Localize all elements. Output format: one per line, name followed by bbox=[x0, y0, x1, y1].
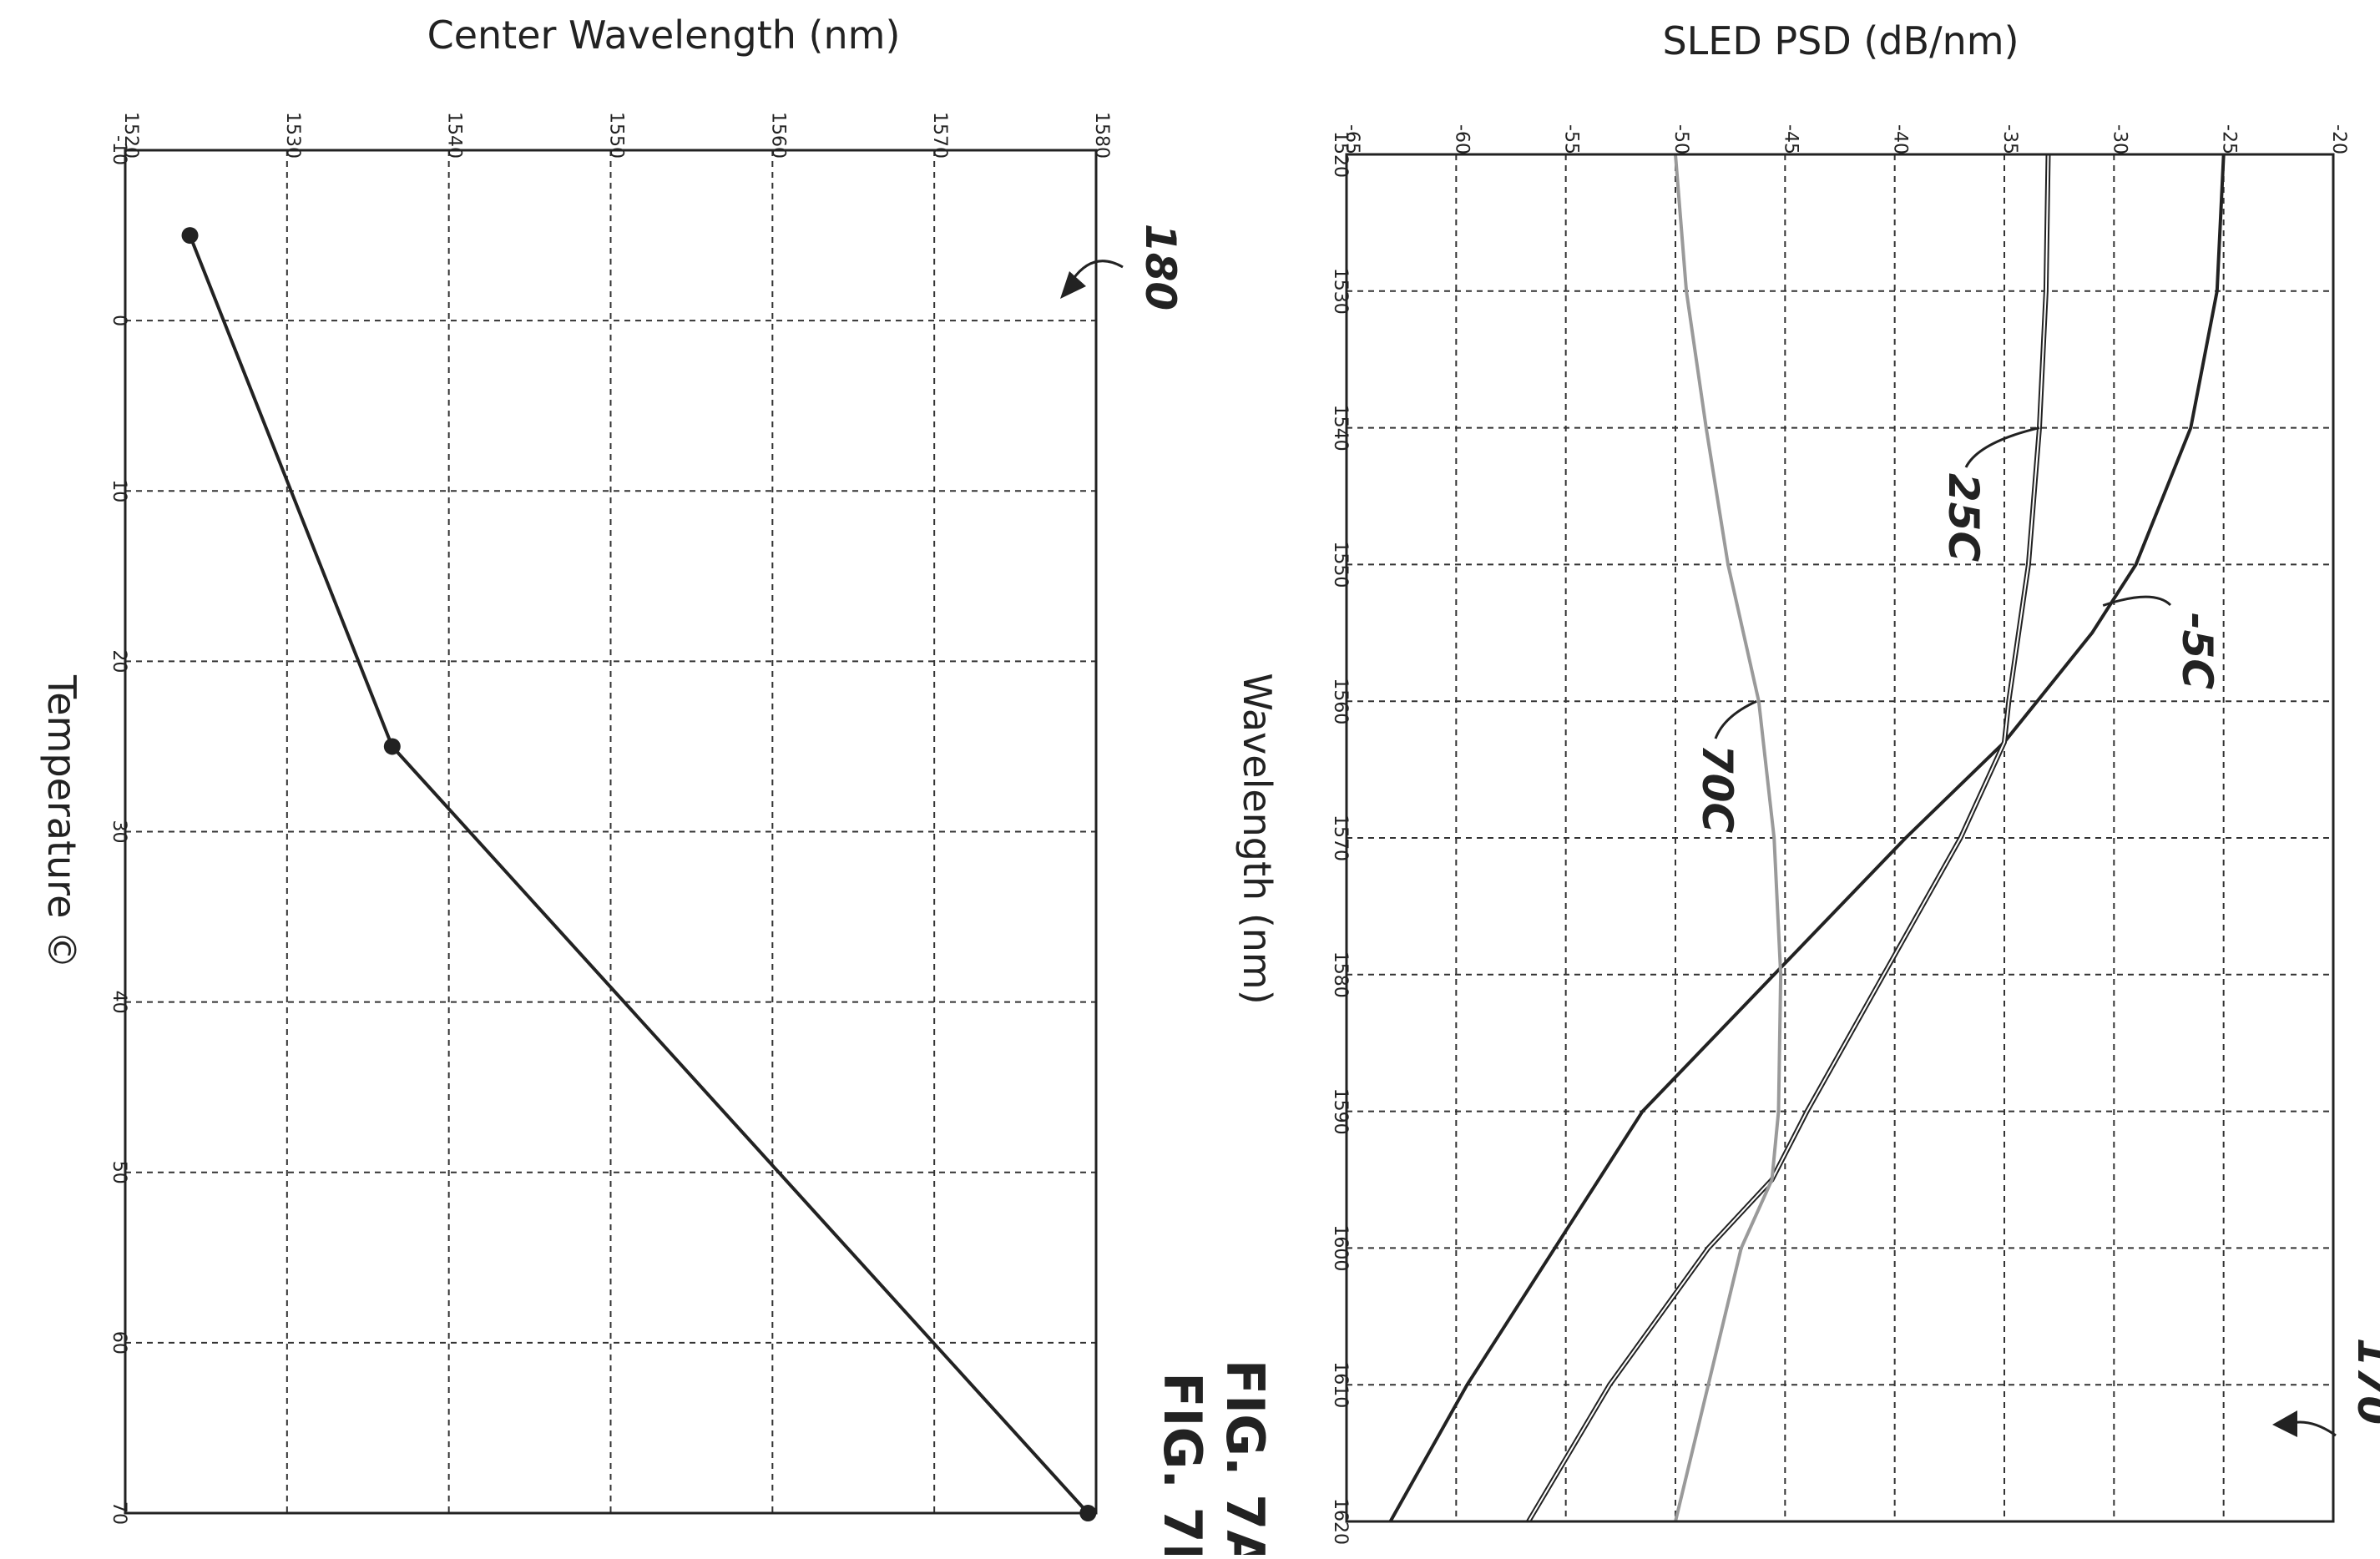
a-y-tick-label: -50 bbox=[1670, 124, 1691, 154]
a-x-tick-label: 1620 bbox=[1330, 1498, 1351, 1545]
a-y-tick-label: -60 bbox=[1451, 124, 1472, 154]
fig7b-grid bbox=[125, 150, 1096, 1513]
a-y-tick-label: -45 bbox=[1780, 124, 1801, 154]
b-x-tick-label: 60 bbox=[109, 1331, 129, 1355]
a-y-tick-label: -55 bbox=[1561, 124, 1582, 154]
fig7b-plot-frame bbox=[124, 149, 1098, 1515]
a-y-tick-label: -25 bbox=[2219, 124, 2240, 154]
b-y-tick-label: 1580 bbox=[1091, 112, 1112, 159]
fig7b-series bbox=[181, 227, 1097, 1521]
a-y-tick-label: -65 bbox=[1342, 124, 1362, 154]
b-x-tick-label: 40 bbox=[109, 991, 129, 1014]
fig7a-y-axis-label: SLED PSD (dB/nm) bbox=[1662, 18, 2019, 63]
b-x-tick-label: 0 bbox=[109, 315, 129, 326]
a-x-tick-label: 1580 bbox=[1330, 951, 1351, 998]
fig7b-reference-arrow bbox=[1071, 260, 1124, 280]
b-x-tick-label: 50 bbox=[109, 1161, 129, 1184]
fig7a-plot-frame bbox=[1345, 153, 2335, 1523]
fig7a-ticks: 1520 1530 1540 1550 1560 1570 1580 1590 1600 1610… bbox=[1330, 124, 2349, 1545]
fig7a-grid bbox=[1347, 154, 2333, 1521]
a-x-tick-label: 1520 bbox=[1330, 131, 1351, 178]
annotation-leader-line bbox=[1714, 699, 1757, 739]
fig7a-chart: 1520 1530 1540 1550 1560 1570 1580 1590 1600 1610… bbox=[1215, 18, 2380, 1559]
annotation-leader-line bbox=[1964, 426, 2040, 468]
fig7b-figure-label: FIG. 7B bbox=[1152, 1372, 1213, 1555]
a-y-tick-label: -40 bbox=[1890, 124, 1911, 154]
b-x-tick-label: 10 bbox=[109, 479, 129, 502]
fig7a-reference-arrowhead bbox=[2272, 1410, 2297, 1437]
a-x-tick-label: 1560 bbox=[1330, 678, 1351, 724]
data-point bbox=[181, 227, 199, 245]
fig7a-reference-arrow bbox=[2291, 1420, 2337, 1437]
a-x-tick-label: 1540 bbox=[1330, 405, 1351, 452]
b-x-tick-label: 30 bbox=[109, 820, 129, 844]
series-line-70C bbox=[1674, 154, 1783, 1522]
fig7a-figure-label: FIG. 7A bbox=[1215, 1360, 1276, 1555]
fig7a-x-axis-label: Wavelength (nm) bbox=[1235, 673, 1280, 1004]
fig7a-reference-numeral: 170 bbox=[2348, 1338, 2380, 1425]
fig7b-y-axis-label: Center Wavelength (nm) bbox=[427, 13, 901, 58]
b-y-tick-label: 1560 bbox=[767, 112, 788, 159]
series-line-main bbox=[188, 235, 1089, 1515]
data-point bbox=[383, 738, 401, 755]
fig7b-chart: -10 0 10 20 30 40 50 60 70 1520 1530 1540 1550 1560 15… bbox=[39, 13, 1213, 1559]
fig7a-annotations: -5C 25C 70C bbox=[1693, 426, 2221, 834]
annotation-leader-line bbox=[2102, 595, 2172, 607]
a-y-tick-label: -30 bbox=[2109, 124, 2130, 154]
a-y-tick-label: -35 bbox=[1999, 124, 2020, 154]
a-x-tick-label: 1570 bbox=[1330, 815, 1351, 861]
a-x-tick-label: 1550 bbox=[1330, 541, 1351, 588]
series-annotation-label: 25C bbox=[1939, 473, 1988, 563]
a-x-tick-label: 1590 bbox=[1330, 1088, 1351, 1135]
fig7b-reference-numeral: 180 bbox=[1136, 224, 1185, 310]
a-x-tick-label: 1600 bbox=[1330, 1224, 1351, 1271]
fig7b-ticks: -10 0 10 20 30 40 50 60 70 1520 1530 1540 1550 1560 15… bbox=[109, 112, 1112, 1525]
series-annotation-label: -5C bbox=[2173, 613, 2221, 690]
b-x-tick-label: 20 bbox=[109, 649, 129, 673]
b-y-tick-label: 1520 bbox=[120, 112, 141, 159]
b-y-tick-label: 1570 bbox=[929, 112, 950, 159]
fig7b-x-axis-label: Temperature © bbox=[39, 674, 84, 969]
series-annotation-label: 70C bbox=[1693, 744, 1741, 834]
a-y-tick-label: -20 bbox=[2328, 124, 2349, 154]
b-y-tick-label: 1540 bbox=[444, 112, 465, 159]
fig7b-reference-arrowhead bbox=[1060, 271, 1086, 299]
b-x-tick-label: 70 bbox=[109, 1501, 129, 1525]
b-y-tick-label: 1530 bbox=[282, 112, 303, 159]
a-x-tick-label: 1610 bbox=[1330, 1361, 1351, 1408]
a-x-tick-label: 1530 bbox=[1330, 268, 1351, 315]
b-x-tick-label: -10 bbox=[109, 135, 129, 165]
b-y-tick-label: 1550 bbox=[606, 112, 627, 159]
